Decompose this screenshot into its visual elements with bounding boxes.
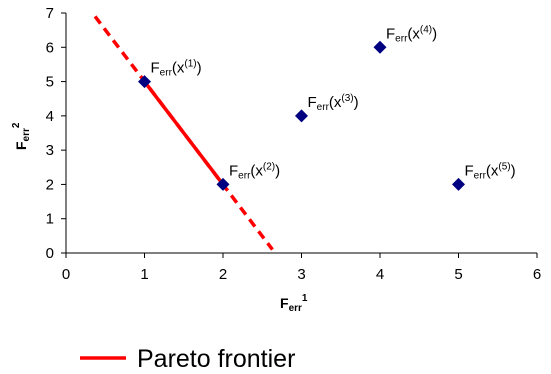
y-tick-label: 3: [46, 142, 54, 159]
y-tick-label: 7: [46, 5, 54, 22]
tick-labels: 0 1 2 3 4 5 6 7 0 1 2 3 4 5 6: [46, 5, 542, 283]
y-tick-label: 2: [46, 176, 54, 193]
y-tick-label: 5: [46, 74, 54, 91]
data-point: [295, 109, 308, 123]
data-point: [138, 75, 151, 89]
x-tick-label: 4: [376, 266, 384, 283]
x-tick-label: 1: [140, 266, 148, 283]
x-tick-label: 3: [297, 266, 305, 283]
data-point: [373, 40, 387, 54]
x-tick-label: 0: [62, 266, 70, 283]
axis-titles: Ferr1 Ferr2: [11, 122, 308, 314]
y-tick-label: 1: [46, 211, 54, 228]
y-tick-label: 0: [46, 245, 54, 262]
y-axis-title: Ferr2: [11, 122, 32, 150]
y-tick-label: 6: [46, 39, 54, 56]
point-label: Ferr(x(3)): [308, 93, 359, 113]
point-label: Ferr(x(1)): [151, 59, 202, 79]
legend: Pareto frontier: [80, 345, 295, 373]
x-tick-label: 6: [533, 266, 541, 283]
legend-label: Pareto frontier: [137, 345, 295, 373]
x-tick-label: 5: [454, 266, 462, 283]
frontier-solid-line: [143, 80, 225, 186]
axes: [61, 12, 538, 258]
data-point: [216, 177, 230, 191]
x-tick-label: 2: [219, 266, 227, 283]
point-labels: Ferr(x(1)) Ferr(x(2)) Ferr(x(3)) Ferr(x(4))…: [151, 24, 516, 181]
y-tick-label: 4: [46, 108, 54, 125]
pareto-frontier-lines: [93, 15, 274, 251]
x-axis-title: Ferr1: [280, 293, 308, 314]
frontier-dashed-line: [93, 15, 274, 251]
point-label: Ferr(x(4)): [386, 24, 437, 44]
point-label: Ferr(x(5)): [465, 161, 516, 181]
data-points: [138, 40, 465, 191]
point-label: Ferr(x(2)): [229, 161, 280, 181]
data-point: [452, 177, 465, 191]
